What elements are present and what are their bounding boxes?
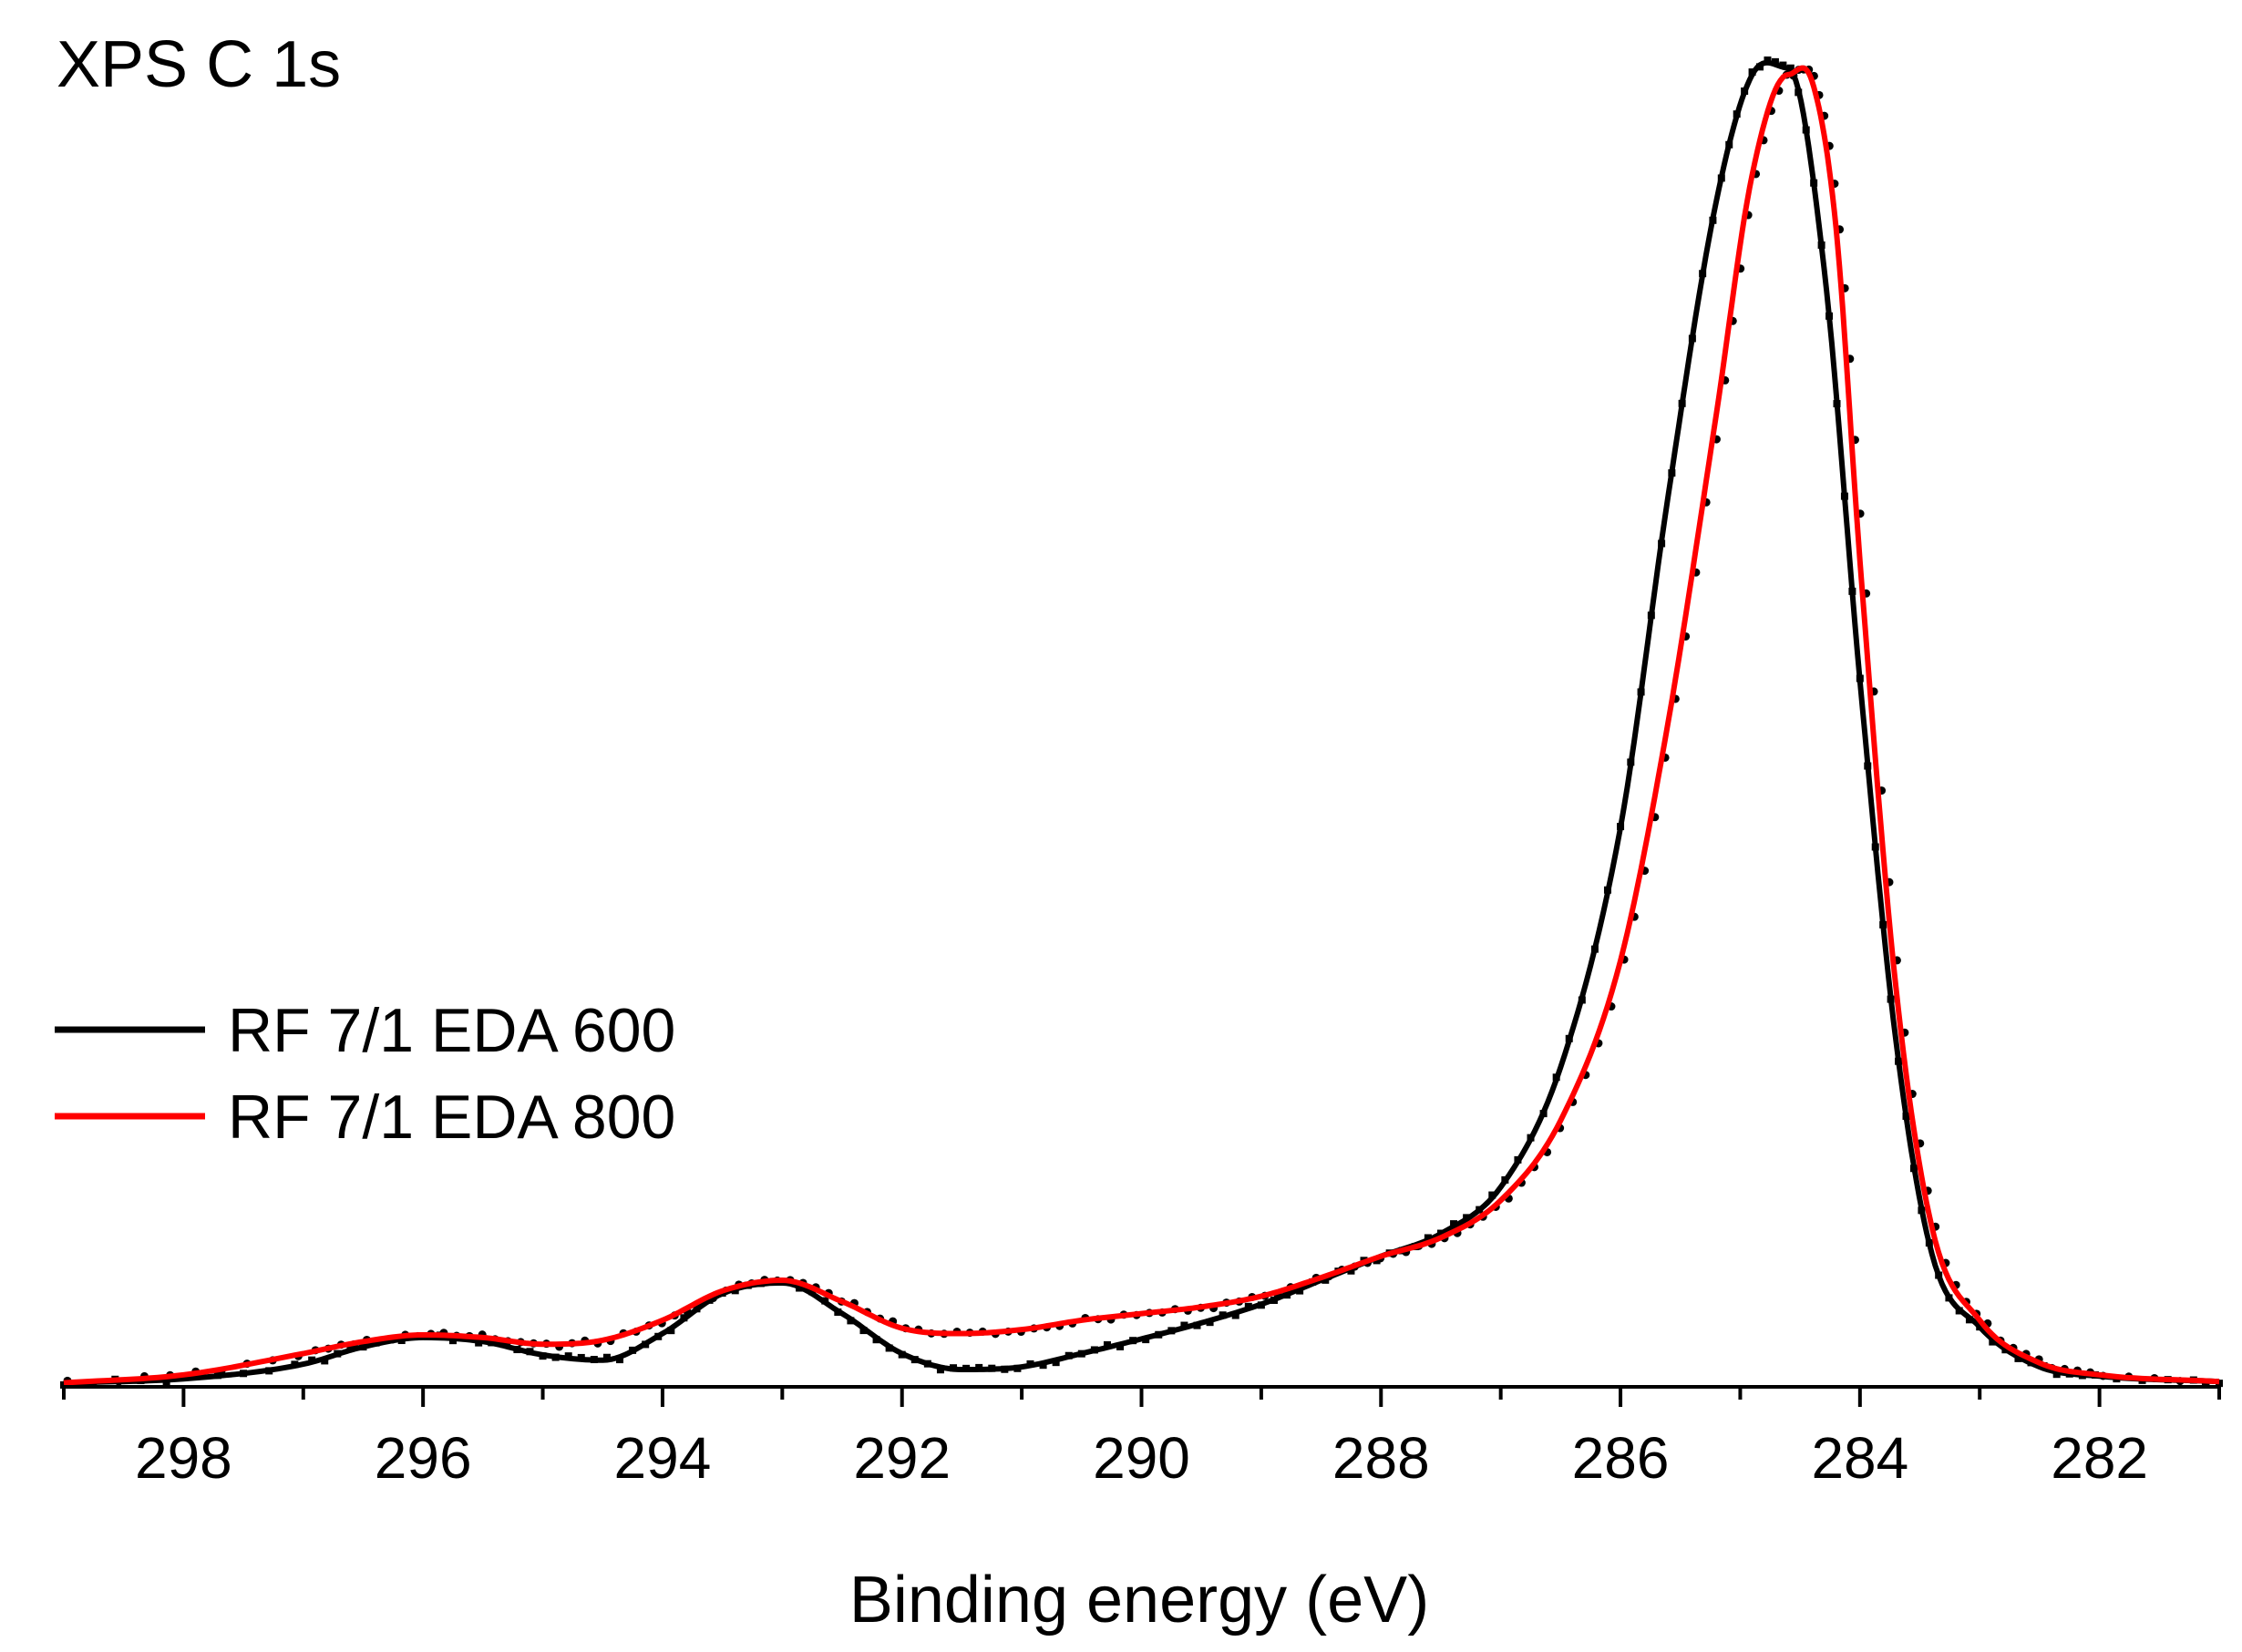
x-tick-label: 298	[135, 1425, 232, 1491]
x-tick-label: 290	[1093, 1425, 1190, 1491]
series-line-1	[63, 59, 2220, 1386]
x-axis-title: Binding energy (eV)	[849, 1564, 1429, 1637]
series-markers-1	[60, 56, 2223, 1389]
series-markers-2	[63, 65, 2210, 1388]
labels-group: XPS C 1s Binding energy (eV)	[57, 28, 1429, 1637]
data-point	[2216, 1380, 2223, 1388]
series-line-2	[63, 65, 2220, 1386]
x-tick-label: 284	[1811, 1425, 1908, 1491]
x-axis: 298 296 294 292 290 288 286 284 282	[62, 1385, 2221, 1491]
legend: RF 7/1 EDA 600 RF 7/1 EDA 800	[55, 996, 675, 1152]
series-group	[60, 56, 2223, 1389]
x-tick-label: 288	[1332, 1425, 1430, 1491]
data-point	[60, 1380, 67, 1389]
x-tick-label: 292	[853, 1425, 951, 1491]
x-tick-label: 282	[2051, 1425, 2148, 1491]
x-tick-label: 286	[1572, 1425, 1670, 1491]
legend-label-2: RF 7/1 EDA 800	[228, 1083, 675, 1152]
x-tick-label: 294	[614, 1425, 712, 1491]
chart-title: XPS C 1s	[57, 28, 341, 101]
x-tick-label: 296	[375, 1425, 472, 1491]
legend-label-1: RF 7/1 EDA 600	[228, 996, 675, 1065]
